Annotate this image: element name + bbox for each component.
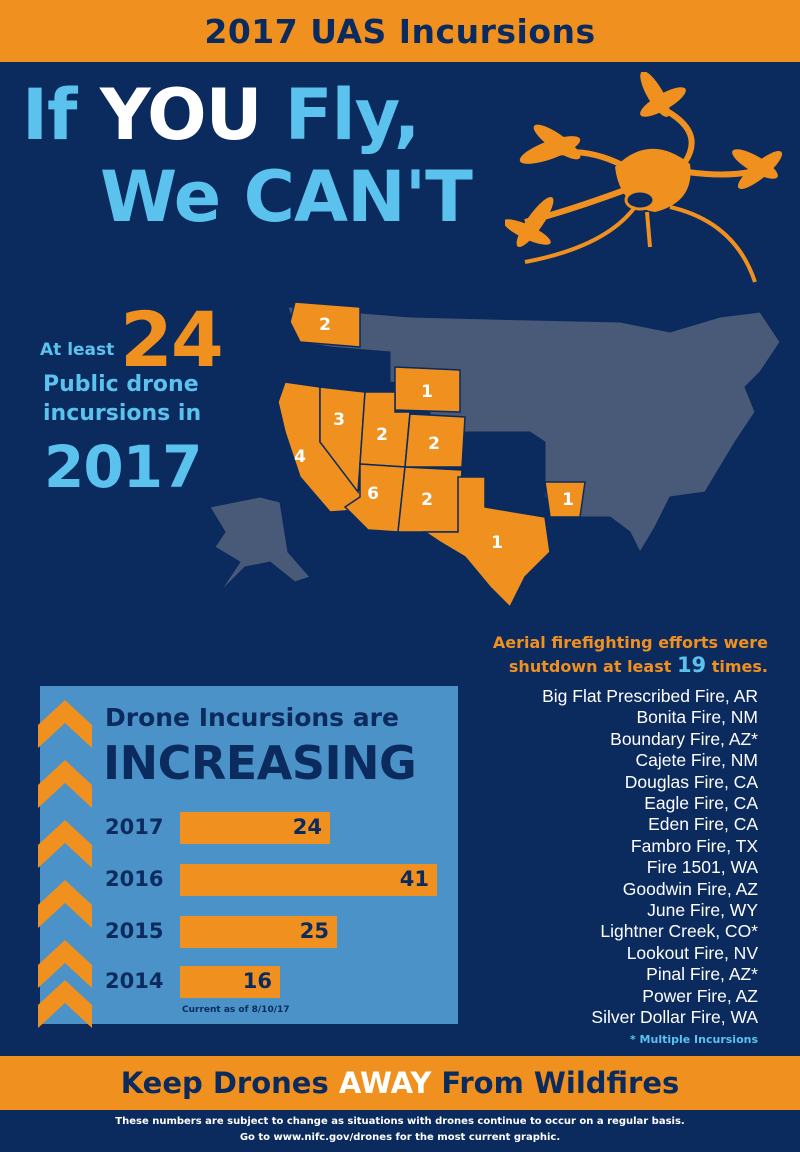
map-count-nv: 3	[333, 410, 345, 430]
fire-list-item: Lookout Fire, NV	[626, 942, 758, 963]
incursion-count: 24	[120, 295, 224, 384]
fire-list-item: June Fire, WY	[647, 900, 758, 921]
chart-note: Current as of 8/10/17	[182, 1005, 290, 1015]
title-banner: 2017 UAS Incursions	[0, 0, 800, 62]
fire-list-item: Big Flat Prescribed Fire, AR	[542, 686, 758, 706]
map-count-wa: 2	[319, 315, 331, 335]
bar-value-2015: 25	[299, 919, 329, 943]
map-count-ar: 1	[562, 490, 574, 510]
aerial-count: 19	[676, 653, 707, 677]
map-count-wy: 1	[421, 382, 433, 402]
fire-list-item: Boundary Fire, AZ*	[610, 728, 758, 749]
bar-label-2016: 2016	[105, 867, 164, 891]
fire-list: Big Flat Prescribed Fire, AR Bonita Fire,…	[470, 686, 758, 1029]
fire-list-item: Power Fire, AZ	[642, 985, 758, 1006]
fire-list-item: Douglas Fire, CA	[624, 771, 758, 792]
hero-line-1: If YOU Fly,	[22, 80, 472, 150]
map-alaska	[209, 496, 311, 593]
bar-2014	[180, 966, 280, 998]
desc-line-2: incursions in	[43, 401, 202, 426]
bar-2017	[180, 812, 330, 844]
at-least-label: At least	[40, 340, 115, 360]
map-state-co	[404, 413, 466, 468]
page-title: 2017 UAS Incursions	[204, 11, 596, 51]
map-count-co: 2	[428, 434, 440, 454]
bar-value-2016: 41	[399, 867, 429, 891]
fire-list-item: Lightner Creek, CO*	[600, 921, 758, 942]
fire-list-item: Pinal Fire, AZ*	[646, 964, 758, 985]
bar-label-2017: 2017	[105, 815, 164, 839]
fire-list-item: Silver Dollar Fire, WA	[591, 1007, 758, 1028]
bar-2015	[180, 916, 337, 948]
us-map: 2 1 3 2 2 4 6 2 1 1	[209, 301, 781, 609]
incursion-desc: Public drone incursions in	[43, 370, 201, 428]
footer-banner: Keep Drones AWAY From Wildfires	[0, 1056, 800, 1110]
hero-you: YOU	[99, 74, 263, 156]
fire-list-item: Bonita Fire, NM	[636, 707, 758, 728]
fire-list-item: Fire 1501, WA	[646, 857, 758, 878]
fire-list-item: Goodwin Fire, AZ	[622, 878, 758, 899]
footer-slogan: Keep Drones AWAY From Wildfires	[121, 1066, 680, 1100]
map-count-ca: 4	[294, 447, 306, 467]
aerial-shutdown-note: Aerial firefighting efforts were shutdow…	[412, 632, 768, 678]
fire-list-item: Eden Fire, CA	[648, 814, 758, 835]
slogan-pre: Keep Drones	[120, 1066, 339, 1100]
map-state-tx	[422, 476, 551, 609]
desc-line-1: Public drone	[43, 372, 199, 397]
hero-fly: Fly,	[261, 74, 421, 156]
multiple-incursions-note: * Multiple Incursions	[629, 1033, 758, 1046]
map-count-az: 6	[367, 484, 379, 504]
incursion-year: 2017	[44, 433, 202, 501]
bar-2016	[180, 864, 437, 896]
slogan-post: From Wildfires	[431, 1066, 680, 1100]
map-state-nv	[319, 386, 366, 495]
map-count-nm: 2	[421, 490, 433, 510]
bar-value-2014: 16	[242, 969, 272, 993]
bar-label-2015: 2015	[105, 919, 164, 943]
aerial-line-1: Aerial firefighting efforts were	[492, 633, 768, 652]
slogan-away: AWAY	[338, 1066, 432, 1100]
fire-list-item: Eagle Fire, CA	[644, 793, 758, 814]
map-count-ut: 2	[376, 425, 388, 445]
chart-subtitle: INCREASING	[103, 736, 417, 790]
chart-title: Drone Incursions are	[105, 703, 399, 732]
hero-if: If	[22, 74, 100, 156]
map-state-ar	[544, 481, 586, 518]
bar-value-2017: 24	[292, 815, 322, 839]
hero-headline: If YOU Fly, We CAN'T	[22, 80, 473, 238]
drone-icon	[505, 72, 783, 283]
fire-list-item: Cajete Fire, NM	[635, 750, 758, 771]
map-state-wa	[289, 301, 361, 348]
footnote-1: These numbers are subject to change as s…	[115, 1116, 685, 1127]
hero-line-2: We CAN'T	[100, 156, 473, 238]
bar-label-2014: 2014	[105, 969, 164, 993]
aerial-line-2-pre: shutdown at least	[508, 657, 677, 676]
aerial-line-2-post: times.	[706, 657, 768, 676]
footnote-2: Go to www.nifc.gov/drones for the most c…	[239, 1132, 561, 1143]
map-count-tx: 1	[491, 533, 503, 553]
fire-list-item: Fambro Fire, TX	[630, 835, 758, 856]
